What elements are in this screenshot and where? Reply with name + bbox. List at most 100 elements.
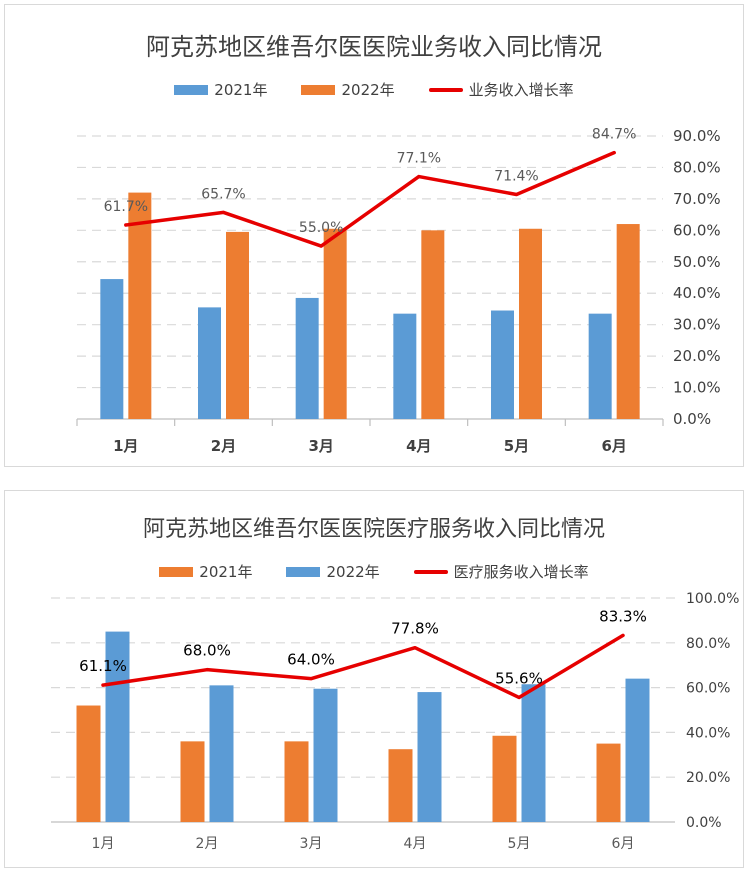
legend-label-growth: 业务收入增长率 (468, 81, 574, 99)
growth-rate-data-label: 61.7% (104, 199, 148, 215)
right-axis-tick-label: 30.0% (673, 316, 721, 334)
growth-rate-point (309, 677, 313, 681)
right-axis-tick-label: 60.0% (686, 681, 730, 697)
legend-item-growth: 业务收入增长率 (428, 79, 574, 100)
x-axis-category-label: 4月 (406, 437, 431, 455)
right-axis-tick-label: 40.0% (673, 284, 721, 302)
growth-rate-data-label: 77.1% (397, 151, 441, 167)
growth-rate-data-label: 55.6% (495, 669, 543, 687)
right-axis-tick-label: 80.0% (673, 158, 721, 176)
growth-rate-data-label: 55.0% (299, 220, 343, 236)
chart-title: 阿克苏地区维吾尔医医院医疗服务收入同比情况 (142, 517, 605, 542)
bar-2022年-2月 (226, 231, 249, 419)
right-axis-tick-label: 60.0% (673, 221, 721, 239)
growth-rate-point (515, 192, 518, 196)
right-axis-tick-label: 0.0% (686, 815, 722, 831)
x-axis-category-label: 6月 (601, 437, 626, 455)
chart-legend: 2021年 2022年 业务收入增长率 (5, 79, 743, 100)
bar-2022年-5月 (521, 684, 546, 822)
right-axis-tick-label: 70.0% (673, 190, 721, 208)
bar-2021年-3月 (284, 741, 309, 822)
bar-2021年-4月 (393, 313, 417, 419)
bar-2021年-2月 (198, 307, 221, 419)
growth-rate-line (101, 633, 625, 700)
legend-swatch-growth (428, 87, 463, 92)
bar-2022年-4月 (421, 230, 445, 419)
bar-2021年-5月 (492, 735, 517, 822)
right-axis-tick-label: 20.0% (686, 770, 730, 786)
bar-2022年-6月 (625, 678, 650, 822)
bar-2022年-1月 (128, 192, 152, 419)
right-axis-tick-label: 50.0% (673, 253, 721, 271)
right-axis-tick-label: 0.0% (673, 410, 711, 428)
bar-2021年-2月 (180, 741, 205, 822)
chart-plot-area: 100.0% 80.0% 60.0% 40.0% 20.0% 0.0% 1月 2月 3月 4月 5月… (51, 591, 739, 852)
bar-2022年-6月 (616, 224, 640, 419)
bar-2022年-4月 (417, 692, 442, 822)
bar-2021年-5月 (491, 310, 514, 419)
legend-swatch-2022 (301, 84, 336, 95)
legend-swatch-2021 (174, 84, 209, 95)
bar-2021年-3月 (295, 297, 319, 419)
x-axis-category-label: 6月 (612, 836, 635, 852)
legend-item-2022: 2022年 (301, 79, 395, 100)
growth-rate-point (124, 223, 128, 227)
legend-item-2022: 2022年 (286, 561, 380, 582)
growth-rate-point (205, 668, 209, 672)
legend-label-2021: 2021年 (214, 81, 268, 99)
growth-rate-data-label: 64.0% (287, 651, 335, 669)
right-axis-tick-label: 90.0% (673, 127, 721, 145)
growth-rate-point (101, 683, 105, 687)
chart-legend: 2021年 2022年 医疗服务收入增长率 (5, 561, 743, 582)
growth-rate-point (413, 646, 417, 650)
chart-panel-medical-service: 阿克苏地区维吾尔医医院医疗服务收入同比情况 2021年 2022年 医疗服务收入… (4, 490, 744, 868)
bar-2021年-6月 (596, 743, 621, 822)
legend-swatch-growth (413, 569, 448, 574)
x-axis-category-label: 1月 (92, 836, 115, 852)
bar-2022年-1月 (105, 631, 130, 822)
growth-rate-line (124, 150, 616, 248)
bar-2022年-3月 (323, 228, 347, 419)
chart-panel-revenue: 阿克苏地区维吾尔医医院业务收入同比情况 2021年 2022年 业务收入增长率 … (4, 4, 744, 467)
legend-label-2022: 2022年 (326, 563, 380, 581)
bar-2022年-5月 (519, 228, 542, 419)
x-axis-category-label: 5月 (508, 836, 531, 852)
growth-rate-data-label: 71.4% (494, 168, 538, 184)
growth-rate-data-label: 83.3% (599, 607, 647, 625)
growth-rate-data-label: 84.7% (592, 127, 636, 143)
x-axis-category-label: 3月 (308, 437, 333, 455)
chart-plot-area: 90.0% 80.0% 70.0% 60.0% 50.0% 40.0% 30.0% 20.0%… (76, 127, 721, 455)
bar-2022年-3月 (313, 688, 338, 822)
x-axis-category-label: 5月 (504, 437, 529, 455)
growth-rate-point (319, 244, 323, 248)
legend-label-2021: 2021年 (199, 563, 253, 581)
x-axis-category-label: 4月 (404, 836, 427, 852)
growth-rate-point (612, 151, 616, 155)
growth-rate-data-label: 68.0% (183, 642, 231, 660)
bar-2021年-4月 (388, 749, 413, 822)
growth-rate-data-label: 65.7% (201, 186, 245, 202)
right-axis-tick-label: 20.0% (673, 347, 721, 365)
legend-item-2021: 2021年 (174, 79, 267, 100)
legend-swatch-2022 (286, 566, 321, 577)
growth-rate-point (517, 695, 521, 699)
legend-swatch-2021 (159, 566, 194, 577)
right-axis-tick-label: 100.0% (686, 591, 739, 607)
x-axis-category-label: 3月 (300, 836, 323, 852)
right-axis-tick-label: 40.0% (686, 725, 730, 741)
legend-label-2022: 2022年 (341, 81, 395, 99)
growth-rate-point (621, 633, 625, 637)
growth-rate-data-label: 61.1% (79, 657, 127, 675)
growth-rate-point (222, 210, 225, 214)
legend-label-growth: 医疗服务收入增长率 (453, 563, 589, 581)
x-axis-category-label: 2月 (211, 437, 236, 455)
legend-item-growth: 医疗服务收入增长率 (413, 561, 589, 582)
x-axis-category-label: 2月 (196, 836, 219, 852)
bar-2021年-1月 (76, 705, 101, 822)
bar-2021年-1月 (100, 279, 124, 419)
bar-2022年-2月 (209, 685, 234, 822)
legend-item-2021: 2021年 (159, 561, 252, 582)
right-axis-tick-label: 80.0% (686, 636, 730, 652)
growth-rate-point (417, 175, 421, 179)
x-axis-category-label: 1月 (113, 437, 138, 455)
